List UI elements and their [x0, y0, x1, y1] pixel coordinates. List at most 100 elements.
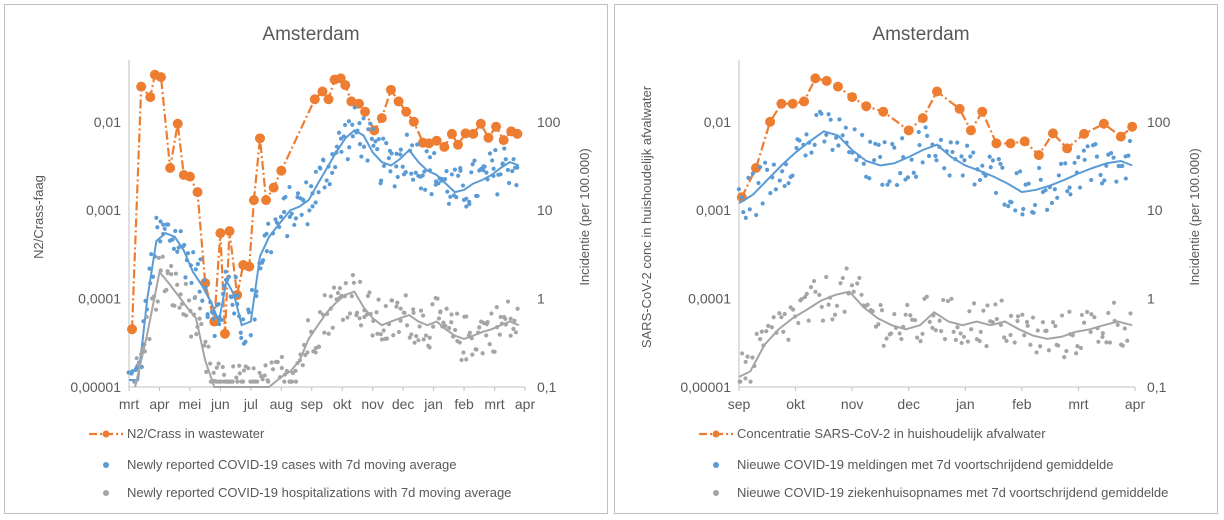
- hospital-daily-dot: [409, 332, 414, 337]
- cases-daily-dot: [987, 154, 992, 159]
- wastewater-point: [847, 92, 858, 103]
- wastewater-point: [452, 139, 463, 150]
- cases-daily-dot: [1056, 173, 1061, 178]
- hospital-daily-dot: [1064, 348, 1069, 354]
- wastewater-point: [385, 84, 396, 95]
- cases-daily-dot: [510, 168, 515, 174]
- y-axis-label-right: Incidentie (per 100.000): [1187, 148, 1202, 285]
- hospital-daily-dot: [937, 318, 942, 323]
- hospital-moving-average-line: [738, 290, 1133, 378]
- cases-daily-dot: [361, 144, 367, 149]
- hospital-daily-dot: [169, 263, 174, 269]
- hospital-daily-dot: [513, 330, 518, 335]
- hospital-daily-dot: [494, 305, 499, 310]
- cases-daily-dot: [814, 112, 819, 118]
- cases-daily-dot: [947, 173, 952, 178]
- wastewater-point: [276, 165, 287, 176]
- hospital-daily-dot: [1096, 339, 1101, 344]
- hospital-daily-dot: [842, 309, 847, 314]
- hospital-daily-dot: [888, 331, 894, 336]
- hospital-daily-dot: [461, 350, 466, 355]
- hospital-daily-dot: [1022, 333, 1027, 338]
- legend-label: Newly reported COVID-19 hospitalizations…: [127, 485, 511, 500]
- cases-daily-dot: [782, 183, 787, 189]
- cases-daily-dot: [482, 164, 487, 169]
- cases-daily-dot: [273, 217, 278, 222]
- hospital-daily-dot: [322, 330, 327, 335]
- cases-daily-dot: [427, 155, 433, 160]
- hospital-daily-dot: [832, 312, 838, 317]
- cases-daily-dot: [307, 208, 312, 213]
- cases-daily-dot: [299, 212, 304, 217]
- legend-label: Newly reported COVID-19 cases with 7d mo…: [127, 457, 456, 472]
- hospital-daily-dot: [1085, 309, 1090, 315]
- cases-daily-dot: [357, 121, 362, 126]
- cases-daily-dot: [301, 198, 306, 203]
- hospital-daily-dot: [457, 340, 462, 345]
- cases-daily-dot: [232, 311, 237, 316]
- hospital-daily-dot: [186, 298, 192, 303]
- cases-daily-dot: [198, 257, 203, 262]
- cases-daily-dot: [514, 183, 519, 188]
- wastewater-point: [483, 132, 494, 143]
- cases-daily-dot: [1055, 195, 1060, 200]
- hospital-daily-dot: [204, 369, 209, 374]
- cases-daily-dot: [321, 158, 326, 163]
- cases-daily-dot: [449, 172, 454, 177]
- hospital-daily-dot: [169, 272, 174, 277]
- cases-daily-dot: [410, 143, 415, 148]
- cases-daily-dot: [318, 166, 323, 171]
- hospital-daily-dot: [1056, 343, 1061, 348]
- hospital-daily-dot: [990, 320, 995, 325]
- cases-daily-dot: [860, 132, 865, 138]
- hospital-daily-dot: [411, 307, 416, 312]
- hospital-daily-dot: [183, 281, 188, 287]
- cases-daily-dot: [1114, 179, 1119, 184]
- cases-daily-dot: [824, 132, 829, 137]
- hospital-daily-dot: [350, 272, 355, 278]
- hospital-daily-dot: [1125, 338, 1130, 343]
- x-tick-label: okt: [786, 396, 805, 412]
- cases-daily-dot: [389, 151, 394, 156]
- cases-daily-dot: [475, 193, 480, 199]
- cases-daily-dot: [1076, 155, 1081, 160]
- cases-daily-dot: [149, 252, 154, 257]
- hospital-daily-dot: [1062, 354, 1067, 360]
- wastewater-point: [136, 81, 147, 92]
- hospital-daily-dot: [184, 313, 189, 318]
- hospital-daily-dot: [269, 360, 274, 365]
- cases-daily-dot: [155, 225, 160, 230]
- hospital-daily-dot: [337, 286, 343, 291]
- cases-daily-dot: [182, 242, 187, 248]
- hospital-daily-dot: [927, 319, 932, 324]
- x-tick-label: mei: [179, 396, 202, 412]
- hospital-daily-dot: [251, 366, 256, 371]
- legend-label: Nieuwe COVID-19 ziekenhuisopnames met 7d…: [737, 485, 1168, 500]
- hospital-daily-dot: [786, 337, 791, 342]
- cases-daily-dot: [1085, 144, 1090, 149]
- cases-daily-dot: [458, 166, 463, 171]
- wastewater-point: [833, 81, 843, 92]
- cases-daily-dot: [166, 222, 171, 227]
- hospital-daily-dot: [175, 282, 180, 287]
- hospital-daily-dot: [370, 333, 375, 338]
- hospital-daily-dot: [147, 336, 152, 342]
- wastewater-point: [1127, 121, 1138, 132]
- hospital-daily-dot: [464, 357, 469, 362]
- cases-daily-dot: [229, 295, 234, 300]
- cases-daily-dot: [495, 192, 500, 197]
- cases-daily-dot: [506, 180, 512, 186]
- hospital-daily-dot: [830, 317, 835, 322]
- hospital-daily-dot: [915, 335, 920, 340]
- cases-daily-dot: [460, 183, 466, 188]
- cases-daily-dot: [456, 173, 461, 178]
- hospital-daily-dot: [838, 281, 843, 286]
- cases-daily-dot: [292, 222, 297, 228]
- cases-daily-dot: [1094, 154, 1100, 159]
- hospital-daily-dot: [859, 292, 864, 297]
- cases-daily-dot: [1120, 163, 1125, 168]
- hospital-daily-dot: [743, 376, 748, 381]
- cases-daily-dot: [287, 184, 292, 190]
- hospital-daily-dot: [300, 363, 305, 368]
- cases-daily-dot: [327, 181, 332, 187]
